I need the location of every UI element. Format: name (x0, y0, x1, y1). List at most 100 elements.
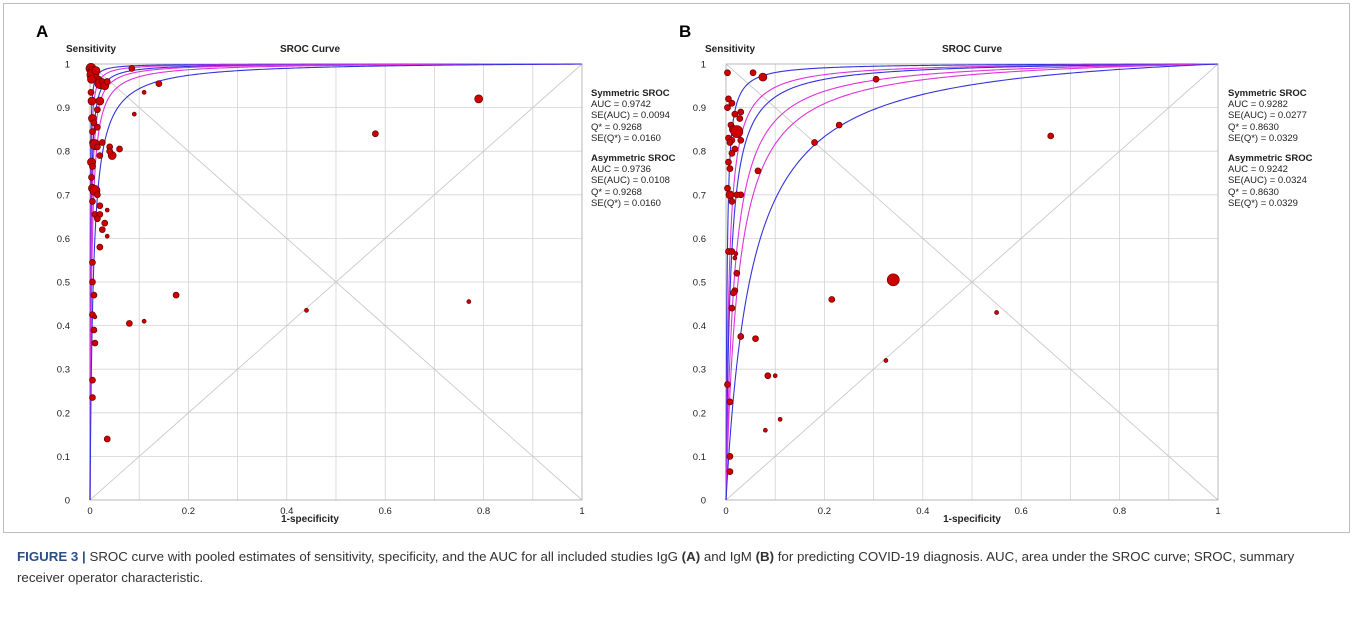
study-point (141, 318, 147, 324)
study-point (106, 147, 114, 155)
y-tick-label: 0.7 (57, 190, 70, 201)
y-tick-label: 0.2 (57, 408, 70, 419)
study-point (733, 191, 741, 199)
study-point (466, 299, 472, 304)
x-axis-label: 1-specificity (281, 514, 339, 524)
y-tick-label: 0.7 (693, 190, 706, 201)
y-tick-label: 0.9 (693, 103, 706, 114)
sroc-curve-blue (725, 63, 1219, 500)
x-tick-label: 0 (723, 506, 728, 517)
study-point (94, 191, 101, 199)
study-point (730, 125, 744, 138)
study-point (89, 259, 96, 266)
study-point (728, 150, 736, 157)
sroc-curve-blue (725, 63, 1219, 500)
study-point (89, 278, 96, 286)
study-point (883, 358, 889, 363)
study-point (728, 248, 736, 255)
study-point (994, 310, 999, 315)
asymmetric-sroc-title: Asymmetric SROC (1228, 153, 1313, 165)
study-point (732, 255, 738, 261)
study-point (141, 89, 147, 95)
symmetric-sroc-title: Symmetric SROC (591, 88, 670, 99)
study-point (103, 435, 111, 443)
x-tick-label: 0.6 (379, 506, 392, 517)
study-point (763, 427, 768, 433)
study-point (89, 163, 96, 170)
study-point (91, 339, 99, 347)
study-point (94, 123, 101, 131)
stats-block-a: Symmetric SROC AUC = 0.9742 SE(AUC) = 0.… (591, 88, 675, 209)
study-point (725, 190, 735, 200)
caption-label: FIGURE 3 | (17, 549, 86, 564)
study-point (835, 121, 843, 129)
y-axis-label: Sensitivity (66, 44, 116, 55)
study-point (95, 96, 105, 106)
study-point (101, 219, 109, 227)
sroc-curve-magenta (725, 63, 1219, 500)
study-point (131, 111, 137, 117)
study-point (724, 184, 731, 192)
x-tick-label: 0 (87, 506, 92, 517)
study-point (886, 273, 900, 287)
x-tick-label: 0.2 (818, 506, 831, 517)
symmetric-se-auc: SE(AUC) = 0.0094 (591, 110, 670, 122)
symmetric-auc: AUC = 0.9282 (1228, 99, 1288, 111)
study-point (96, 202, 104, 210)
study-point (91, 66, 101, 75)
study-point (89, 394, 96, 401)
x-tick-label: 0.8 (477, 506, 490, 517)
study-point (94, 143, 101, 151)
stats-block-b: Symmetric SROC AUC = 0.9282 SE(AUC) = 0.… (1228, 88, 1312, 209)
y-tick-label: 0.6 (57, 234, 70, 245)
study-point (828, 296, 836, 303)
study-point (116, 145, 123, 153)
study-point (749, 69, 757, 77)
study-point (90, 291, 98, 299)
study-point (726, 453, 734, 460)
x-tick-label: 0.4 (280, 506, 293, 517)
sroc-curve-blue (89, 63, 583, 500)
study-point (731, 110, 739, 118)
study-point (104, 207, 110, 213)
asymmetric-sroc-title: Asymmetric SROC (591, 153, 676, 165)
study-point (728, 304, 736, 312)
x-tick-label: 0.2 (182, 506, 195, 517)
study-point (172, 291, 180, 299)
asymmetric-se-q-star: SE(Q*) = 0.0329 (1228, 197, 1298, 209)
asymmetric-se-q-star: SE(Q*) = 0.0160 (591, 197, 661, 209)
symmetric-se-q-star: SE(Q*) = 0.0160 (591, 132, 661, 144)
y-tick-label: 0.8 (693, 147, 706, 158)
caption-text-2: and IgM (700, 549, 756, 564)
y-tick-label: 0.1 (57, 452, 70, 463)
study-point (89, 197, 96, 205)
study-point (811, 139, 818, 146)
study-point (726, 398, 734, 406)
asymmetric-q-star: Q* = 0.8630 (1228, 186, 1279, 198)
study-point (724, 381, 731, 388)
y-tick-label: 0.3 (693, 365, 706, 376)
y-tick-label: 0 (65, 496, 70, 507)
study-point (777, 416, 783, 422)
study-point (737, 108, 745, 116)
panel-a: A Sensitivity SROC Curve 1-specificity 0… (4, 6, 679, 524)
study-point (96, 152, 104, 159)
y-axis-label: Sensitivity (705, 44, 755, 55)
study-point (737, 333, 745, 340)
study-point (104, 233, 110, 239)
study-point (764, 372, 772, 380)
study-point (872, 75, 880, 83)
study-point (758, 72, 768, 82)
x-tick-label: 1 (579, 506, 584, 517)
study-point (89, 128, 96, 135)
panel-letter-b: B (679, 22, 691, 41)
study-point (724, 69, 731, 77)
symmetric-se-q-star: SE(Q*) = 0.0329 (1228, 132, 1298, 144)
caption-ref-b: (B) (755, 549, 775, 564)
symmetric-sroc-title: Symmetric SROC (1228, 88, 1307, 99)
sroc-chart-a: A Sensitivity SROC Curve 1-specificity 0… (36, 22, 585, 524)
x-tick-label: 1 (1215, 506, 1220, 517)
study-point (1047, 132, 1055, 140)
panel-letter-a: A (36, 22, 48, 41)
study-point (87, 88, 95, 96)
